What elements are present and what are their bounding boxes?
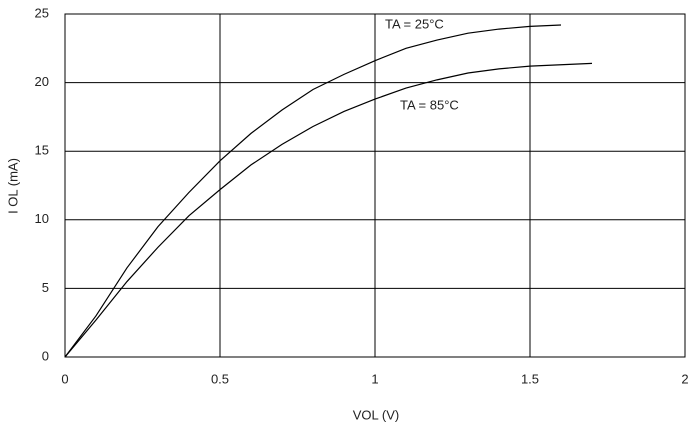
y-tick-label: 10 xyxy=(35,211,49,226)
y-tick-label: 25 xyxy=(35,5,49,20)
y-tick-label: 5 xyxy=(42,280,49,295)
series-label: TA = 85°C xyxy=(400,97,459,112)
x-axis-label: VOL (V) xyxy=(353,407,399,422)
x-tick-label: 1 xyxy=(371,371,378,386)
series-line xyxy=(64,24,562,358)
series-label: TA = 25°C xyxy=(385,16,444,31)
x-tick-label: 0 xyxy=(61,371,68,386)
y-axis-label: I OL (mA) xyxy=(5,158,20,214)
series-line xyxy=(64,62,593,358)
y-tick-label: 0 xyxy=(42,348,49,363)
x-tick-label: 0.5 xyxy=(211,371,229,386)
y-tick-label: 20 xyxy=(35,74,49,89)
y-tick-label: 15 xyxy=(35,143,49,158)
x-tick-label: 1.5 xyxy=(521,371,539,386)
x-tick-label: 2 xyxy=(681,371,688,386)
plot-border xyxy=(64,13,686,358)
